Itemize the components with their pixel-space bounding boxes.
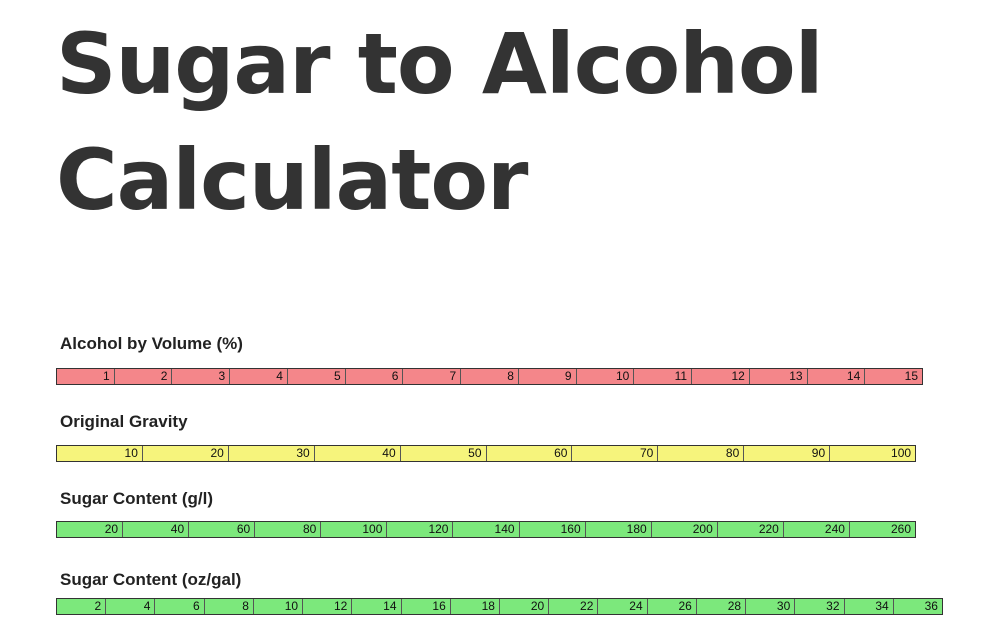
scale-cell: 24: [598, 599, 648, 614]
scale-cell: 60: [189, 522, 256, 537]
scale-cell: 12: [303, 599, 353, 614]
sugar-gl-scale-bar: 20 40 60 80 100 120 140 160 180 200 220 240 260: [56, 521, 916, 538]
scale-cell: 34: [845, 599, 894, 614]
scale-cell: 240: [784, 522, 850, 537]
scale-cell: 15: [904, 369, 919, 383]
scale-cell: 18: [451, 599, 500, 614]
page-title: Sugar to Alcohol Calculator: [56, 6, 823, 238]
scale-cell: 30: [746, 599, 796, 614]
scale-cell: 30: [229, 446, 315, 461]
scale-cell: 8: [205, 599, 254, 614]
scale-cell: 90: [744, 446, 831, 461]
scale-cell: 11: [634, 369, 693, 384]
scale-cell: 100: [891, 446, 912, 460]
scale-cell: 6: [155, 599, 205, 614]
scale-cell: 140: [453, 522, 520, 537]
scale-cell: 28: [697, 599, 747, 614]
scale-cell: 160: [520, 522, 586, 537]
scale-cell: 36: [924, 599, 938, 613]
scale-cell: 26: [648, 599, 697, 614]
scale-cell: 2: [115, 369, 173, 384]
scale-cell: 20: [500, 599, 550, 614]
page-title-line-1: Sugar to Alcohol: [56, 15, 823, 113]
scale-cell: 200: [652, 522, 718, 537]
scale-cell: 6: [346, 369, 404, 384]
scale-cell: 32: [795, 599, 845, 614]
scale-cell: 8: [461, 369, 519, 384]
abv-scale-bar: 1 2 3 4 5 6 7 8 9 10 11 12 13 14 15: [56, 368, 923, 385]
scale-cell: 120: [387, 522, 454, 537]
scale-cell: 4: [230, 369, 288, 384]
scale-cell: 50: [401, 446, 487, 461]
scale-cell: 10: [254, 599, 304, 614]
scale-cell: 40: [315, 446, 401, 461]
scale-cell: 13: [750, 369, 808, 384]
scale-cell: 14: [808, 369, 866, 384]
scale-cell: 12: [692, 369, 750, 384]
sugar-ozgal-scale-bar: 2 4 6 8 10 12 14 16 18 20 22 24 26 28 30 32 34 36: [56, 598, 943, 615]
scale-cell: 220: [718, 522, 784, 537]
scale-cell: 9: [519, 369, 577, 384]
scale-cell: 4: [106, 599, 156, 614]
scale-cell: 70: [572, 446, 659, 461]
scale-cell: 2: [57, 599, 107, 614]
scale-cell: 3: [172, 369, 231, 384]
original-gravity-scale-label: Original Gravity: [60, 412, 188, 431]
scale-cell: 40: [123, 522, 190, 537]
scale-cell: 5: [288, 369, 346, 384]
scale-cell: 10: [577, 369, 635, 384]
scale-cell: 80: [255, 522, 322, 537]
scale-cell: 20: [57, 522, 124, 537]
sugar-ozgal-scale-label: Sugar Content (oz/gal): [60, 570, 242, 589]
scale-cell: 100: [321, 522, 388, 537]
scale-cell: 1: [57, 369, 115, 384]
scale-cell: 16: [402, 599, 451, 614]
page-title-line-2: Calculator: [56, 131, 528, 229]
original-gravity-scale-bar: 10 20 30 40 50 60 70 80 90 100: [56, 445, 916, 462]
scale-cell: 80: [658, 446, 745, 461]
scale-cell: 14: [352, 599, 402, 614]
sugar-gl-scale-label: Sugar Content (g/l): [60, 489, 213, 508]
scale-cell: 22: [549, 599, 599, 614]
scale-cell: 260: [890, 522, 912, 536]
abv-scale-label: Alcohol by Volume (%): [60, 334, 243, 353]
scale-cell: 60: [487, 446, 573, 461]
scale-cell: 180: [586, 522, 652, 537]
scale-cell: 7: [403, 369, 462, 384]
scale-cell: 10: [57, 446, 143, 461]
scale-cell: 20: [143, 446, 229, 461]
